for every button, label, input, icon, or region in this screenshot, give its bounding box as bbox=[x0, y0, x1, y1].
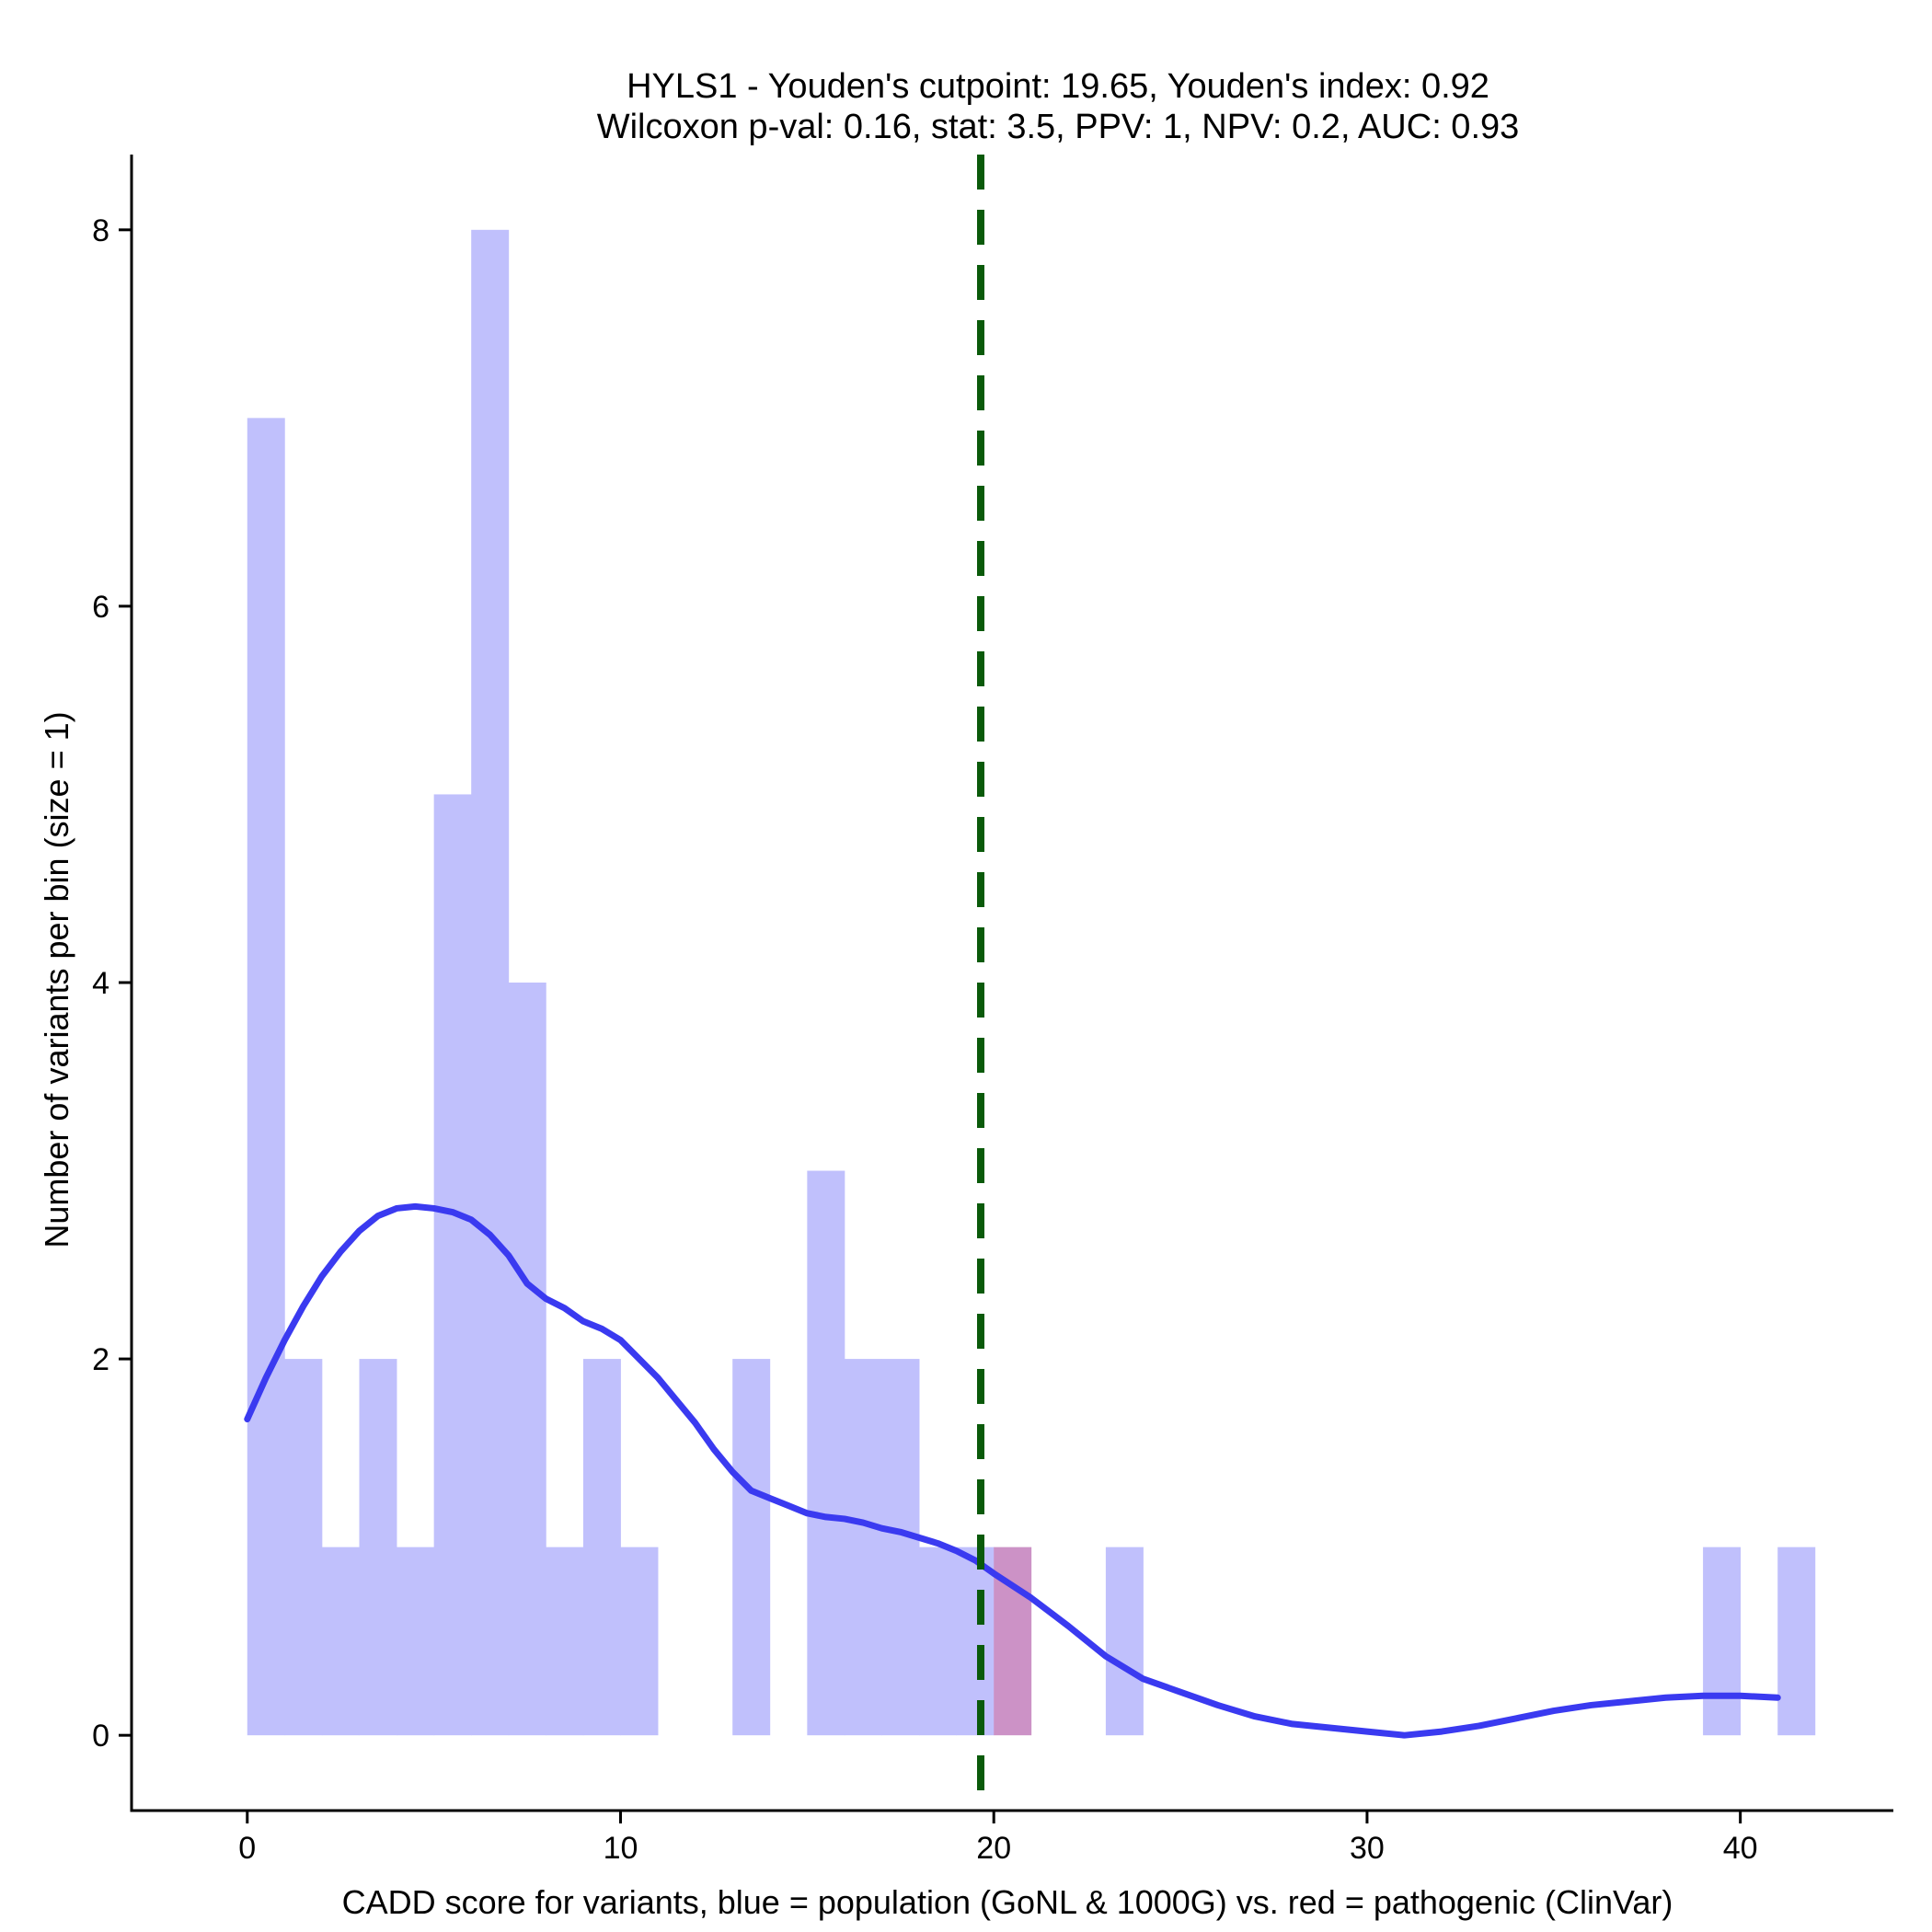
x-tick-label-20: 20 bbox=[976, 1831, 1011, 1866]
population-bar-6 bbox=[471, 229, 510, 1736]
x-tick-label-10: 10 bbox=[604, 1831, 638, 1866]
y-axis-label: Number of variants per bin (size = 1) bbox=[38, 711, 75, 1248]
population-bar-9 bbox=[582, 1359, 621, 1736]
population-bar-7 bbox=[508, 983, 546, 1736]
chart-title-line2: Wilcoxon p-val: 0.16, stat: 3.5, PPV: 1,… bbox=[597, 108, 1520, 146]
population-bar-39 bbox=[1703, 1547, 1742, 1736]
x-tick-label-0: 0 bbox=[238, 1831, 256, 1866]
population-bar-10 bbox=[620, 1547, 659, 1736]
y-tick-label-2: 2 bbox=[92, 1342, 109, 1377]
population-bar-18 bbox=[919, 1547, 958, 1736]
ticks-layer: 0 10 20 30 40 0 2 4 6 8 bbox=[92, 213, 1757, 1866]
population-bar-15 bbox=[807, 1170, 845, 1736]
population-bar-8 bbox=[546, 1547, 584, 1736]
x-tick-label-40: 40 bbox=[1723, 1831, 1758, 1866]
y-tick-label-0: 0 bbox=[92, 1719, 109, 1754]
bars-layer bbox=[247, 229, 1816, 1736]
chart-title-line1: HYLS1 - Youden's cutpoint: 19.65, Youden… bbox=[627, 67, 1489, 106]
population-bar-5 bbox=[433, 794, 472, 1736]
population-bar-41 bbox=[1777, 1547, 1816, 1736]
population-bar-17 bbox=[881, 1359, 920, 1736]
x-tick-label-30: 30 bbox=[1350, 1831, 1385, 1866]
density-curve bbox=[244, 1202, 1781, 1739]
population-bar-16 bbox=[844, 1359, 882, 1736]
population-bar-0 bbox=[247, 418, 285, 1736]
population-bar-1 bbox=[284, 1359, 323, 1736]
x-axis-label: CADD score for variants, blue = populati… bbox=[342, 1883, 1673, 1921]
population-bar-23 bbox=[1105, 1547, 1144, 1736]
y-tick-label-6: 6 bbox=[92, 590, 109, 625]
population-bar-13 bbox=[732, 1359, 771, 1736]
population-bar-4 bbox=[397, 1547, 435, 1736]
y-tick-label-4: 4 bbox=[92, 966, 109, 1001]
population-bar-2 bbox=[321, 1547, 360, 1736]
y-tick-label-8: 8 bbox=[92, 213, 109, 248]
curve-layer bbox=[244, 1202, 1781, 1739]
population-bar-19 bbox=[956, 1547, 995, 1736]
population-bar-3 bbox=[359, 1359, 397, 1736]
